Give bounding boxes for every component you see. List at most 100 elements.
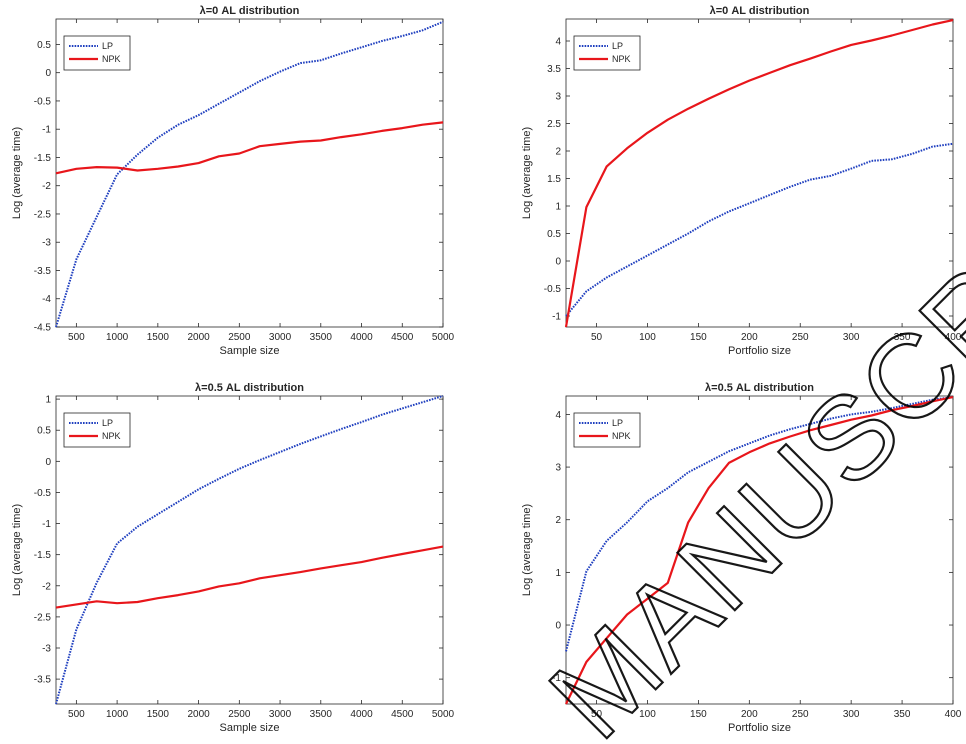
x-tick-label: 300 bbox=[843, 709, 860, 720]
chart-title: λ=0 AL distribution bbox=[710, 5, 810, 17]
y-tick-label: 0.5 bbox=[37, 426, 51, 437]
y-axis-label: Log (average time) bbox=[11, 127, 23, 219]
y-tick-label: -3.5 bbox=[34, 266, 52, 277]
y-axis-label: Log (average time) bbox=[11, 504, 23, 596]
series-line-lp bbox=[565, 396, 954, 652]
x-tick-label: 350 bbox=[894, 709, 911, 720]
chart-panel-3: 500 1000 1500 2000 2500 3000 3500 4000 4500 5000 -… bbox=[11, 382, 455, 734]
x-tick-label: 5000 bbox=[432, 332, 455, 343]
y-tick-label: 2 bbox=[555, 515, 561, 526]
y-tick-label: -2.5 bbox=[34, 612, 52, 623]
y-tick-label: -3 bbox=[42, 238, 51, 249]
chart-panel-4: 50 100 150 200 250 300 350 400 -1 0 1 2 3 4 λ=0.5 AL d… bbox=[521, 382, 962, 734]
y-tick-label: -4.5 bbox=[34, 323, 52, 334]
legend-label: LP bbox=[102, 418, 113, 428]
y-tick-label: -4 bbox=[42, 294, 51, 305]
chart-title: λ=0 AL distribution bbox=[200, 5, 300, 17]
chart-title: λ=0.5 AL distribution bbox=[705, 382, 814, 394]
y-tick-label: 0 bbox=[45, 457, 51, 468]
y-tick-label: -3.5 bbox=[34, 675, 52, 686]
x-tick-label: 4500 bbox=[391, 709, 414, 720]
y-tick-label: 2 bbox=[555, 147, 561, 158]
y-tick-label: -0.5 bbox=[34, 488, 52, 499]
legend: LP NPK bbox=[573, 35, 641, 71]
x-tick-label: 250 bbox=[792, 709, 809, 720]
x-tick-label: 200 bbox=[741, 709, 758, 720]
series-line-lp bbox=[55, 395, 444, 705]
y-tick-label: 2.5 bbox=[547, 119, 561, 130]
series-line-npk bbox=[55, 545, 444, 609]
legend-label: LP bbox=[612, 418, 623, 428]
series-line-npk bbox=[564, 19, 954, 328]
x-tick-label: 3500 bbox=[310, 332, 333, 343]
y-tick-label: 0 bbox=[45, 68, 51, 79]
x-tick-label: 100 bbox=[639, 332, 656, 343]
y-tick-label: 1 bbox=[45, 395, 51, 406]
y-tick-label: 0.5 bbox=[37, 40, 51, 51]
x-tick-label: 4500 bbox=[391, 332, 414, 343]
y-tick-label: 1 bbox=[555, 568, 561, 579]
x-tick-label: 1000 bbox=[106, 332, 129, 343]
legend-box bbox=[63, 35, 131, 71]
x-tick-label: 500 bbox=[68, 709, 85, 720]
legend-label: NPK bbox=[612, 54, 631, 64]
x-tick-label: 2500 bbox=[228, 709, 251, 720]
x-axis-label: Portfolio size bbox=[728, 722, 791, 734]
y-tick-label: -1 bbox=[552, 312, 561, 323]
x-tick-label: 2000 bbox=[187, 709, 210, 720]
legend-label: NPK bbox=[612, 431, 631, 441]
x-tick-label: 4000 bbox=[350, 332, 373, 343]
y-tick-label: -1 bbox=[42, 519, 51, 530]
chart-panel-1: 500 1000 1500 2000 2500 3000 3500 4000 4500 5000 -… bbox=[11, 5, 455, 357]
x-axis-label: Sample size bbox=[220, 722, 280, 734]
x-tick-label: 50 bbox=[591, 709, 603, 720]
y-tick-label: 0 bbox=[555, 257, 561, 268]
x-tick-label: 200 bbox=[741, 332, 758, 343]
y-tick-label: 4 bbox=[555, 37, 561, 48]
x-tick-label: 100 bbox=[639, 709, 656, 720]
x-axis-label: Portfolio size bbox=[728, 345, 791, 357]
series-line-npk bbox=[55, 121, 444, 175]
legend-box bbox=[573, 412, 641, 448]
x-tick-label: 3000 bbox=[269, 709, 292, 720]
y-tick-label: -1.5 bbox=[34, 153, 52, 164]
legend-box bbox=[63, 412, 131, 448]
y-tick-label: -1.5 bbox=[34, 550, 52, 561]
x-tick-label: 50 bbox=[591, 332, 603, 343]
y-tick-label: -1 bbox=[552, 673, 561, 684]
series-line-npk bbox=[565, 396, 954, 705]
y-tick-label: 1 bbox=[555, 202, 561, 213]
y-tick-label: -3 bbox=[42, 644, 51, 655]
y-tick-label: -2 bbox=[42, 581, 51, 592]
x-tick-label: 2000 bbox=[187, 332, 210, 343]
legend-box bbox=[573, 35, 641, 71]
x-tick-label: 150 bbox=[690, 709, 707, 720]
x-tick-label: 250 bbox=[792, 332, 809, 343]
x-tick-label: 4000 bbox=[350, 709, 373, 720]
legend: LP NPK bbox=[63, 412, 131, 448]
y-tick-label: -1 bbox=[42, 125, 51, 136]
x-tick-label: 150 bbox=[690, 332, 707, 343]
series-line-lp bbox=[565, 142, 954, 317]
x-tick-label: 1000 bbox=[106, 709, 129, 720]
y-axis-label: Log (average time) bbox=[521, 504, 533, 596]
x-tick-label: 3000 bbox=[269, 332, 292, 343]
x-tick-label: 400 bbox=[945, 332, 962, 343]
legend: LP NPK bbox=[573, 412, 641, 448]
y-tick-label: 0.5 bbox=[547, 229, 561, 240]
y-tick-label: -0.5 bbox=[544, 284, 562, 295]
x-tick-label: 1500 bbox=[147, 709, 170, 720]
x-tick-label: 500 bbox=[68, 332, 85, 343]
legend-label: LP bbox=[102, 41, 113, 51]
x-tick-label: 350 bbox=[894, 332, 911, 343]
y-axis-label: Log (average time) bbox=[521, 127, 533, 219]
x-tick-label: 300 bbox=[843, 332, 860, 343]
y-tick-label: 1.5 bbox=[547, 174, 561, 185]
x-tick-label: 1500 bbox=[147, 332, 170, 343]
legend-label: NPK bbox=[102, 431, 121, 441]
legend: LP NPK bbox=[63, 35, 131, 71]
y-tick-label: -2 bbox=[42, 181, 51, 192]
x-tick-label: 3500 bbox=[310, 709, 333, 720]
y-tick-label: 0 bbox=[555, 621, 561, 632]
